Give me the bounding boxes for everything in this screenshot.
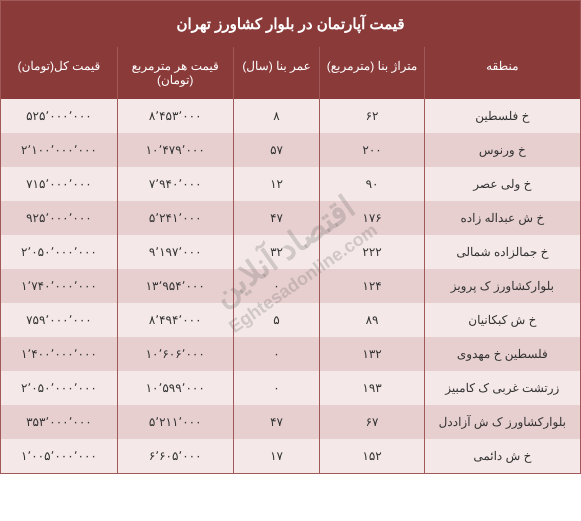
cell-area: ۱۳۲	[319, 337, 423, 371]
cell-price-sqm: ۹٬۱۹۷٬۰۰۰	[117, 235, 233, 269]
cell-price-total: ۳۵۳٬۰۰۰٬۰۰۰	[1, 405, 117, 439]
cell-price-sqm: ۸٬۴۹۴٬۰۰۰	[117, 303, 233, 337]
cell-area: ۶۲	[319, 99, 423, 133]
table-row: خ جمالزاده شمالی۲۲۲۳۲۹٬۱۹۷٬۰۰۰۲٬۰۵۰٬۰۰۰٬…	[1, 235, 580, 269]
header-price-sqm: قیمت هر مترمربع (تومان)	[117, 47, 233, 99]
cell-price-sqm: ۵٬۲۱۱٬۰۰۰	[117, 405, 233, 439]
cell-age: ۱۷	[233, 439, 320, 473]
cell-price-total: ۲٬۱۰۰٬۰۰۰٬۰۰۰	[1, 133, 117, 167]
cell-area: ۱۷۶	[319, 201, 423, 235]
table-row: خ ش کبکانیان۸۹۵۸٬۴۹۴٬۰۰۰۷۵۹٬۰۰۰٬۰۰۰	[1, 303, 580, 337]
table-row: خ ش دائمی۱۵۲۱۷۶٬۶۰۵٬۰۰۰۱٬۰۰۵٬۰۰۰٬۰۰۰	[1, 439, 580, 473]
cell-price-total: ۱٬۰۰۵٬۰۰۰٬۰۰۰	[1, 439, 117, 473]
cell-age: ۵	[233, 303, 320, 337]
cell-price-sqm: ۵٬۲۴۱٬۰۰۰	[117, 201, 233, 235]
cell-region: خ ش عبداله زاده	[424, 201, 580, 235]
cell-region: خ جمالزاده شمالی	[424, 235, 580, 269]
table-row: بلوارکشاورز ک پرویز۱۲۴۰۱۳٬۹۵۴٬۰۰۰۱٬۷۴۰٬۰…	[1, 269, 580, 303]
cell-region: خ ش دائمی	[424, 439, 580, 473]
cell-price-total: ۹۲۵٬۰۰۰٬۰۰۰	[1, 201, 117, 235]
cell-price-total: ۷۵۹٬۰۰۰٬۰۰۰	[1, 303, 117, 337]
cell-age: ۰	[233, 337, 320, 371]
cell-price-sqm: ۱۰٬۵۹۹٬۰۰۰	[117, 371, 233, 405]
table-row: خ ولی عصر۹۰۱۲۷٬۹۴۰٬۰۰۰۷۱۵٬۰۰۰٬۰۰۰	[1, 167, 580, 201]
cell-region: بلوارکشاورز ک پرویز	[424, 269, 580, 303]
cell-area: ۹۰	[319, 167, 423, 201]
table-row: بلوارکشاورز ک ش آزاددل۶۷۴۷۵٬۲۱۱٬۰۰۰۳۵۳٬۰…	[1, 405, 580, 439]
cell-area: ۸۹	[319, 303, 423, 337]
cell-area: ۱۵۲	[319, 439, 423, 473]
cell-price-sqm: ۷٬۹۴۰٬۰۰۰	[117, 167, 233, 201]
cell-age: ۴۷	[233, 201, 320, 235]
cell-region: زرتشت غربی ک کامبیز	[424, 371, 580, 405]
cell-price-total: ۲٬۰۵۰٬۰۰۰٬۰۰۰	[1, 371, 117, 405]
cell-region: خ ش کبکانیان	[424, 303, 580, 337]
cell-age: ۴۷	[233, 405, 320, 439]
header-region: منطقه	[424, 47, 580, 99]
cell-age: ۰	[233, 269, 320, 303]
table-row: زرتشت غربی ک کامبیز۱۹۳۰۱۰٬۵۹۹٬۰۰۰۲٬۰۵۰٬۰…	[1, 371, 580, 405]
price-table: قیمت آپارتمان در بلوار کشاورز تهران منطق…	[0, 0, 581, 474]
table-row: خ ورنوس۲۰۰۵۷۱۰٬۴۷۹٬۰۰۰۲٬۱۰۰٬۰۰۰٬۰۰۰	[1, 133, 580, 167]
cell-price-sqm: ۱۰٬۶۰۶٬۰۰۰	[117, 337, 233, 371]
cell-age: ۸	[233, 99, 320, 133]
header-age: عمر بنا (سال)	[233, 47, 320, 99]
table-header-row: منطقه متراژ بنا (مترمربع) عمر بنا (سال) …	[1, 47, 580, 99]
cell-price-sqm: ۸٬۴۵۳٬۰۰۰	[117, 99, 233, 133]
table-body: خ فلسطین۶۲۸۸٬۴۵۳٬۰۰۰۵۲۵٬۰۰۰٬۰۰۰خ ورنوس۲۰…	[1, 99, 580, 473]
cell-price-total: ۱٬۷۴۰٬۰۰۰٬۰۰۰	[1, 269, 117, 303]
cell-region: فلسطین خ مهدوی	[424, 337, 580, 371]
cell-area: ۱۲۴	[319, 269, 423, 303]
cell-price-total: ۲٬۰۵۰٬۰۰۰٬۰۰۰	[1, 235, 117, 269]
cell-price-total: ۱٬۴۰۰٬۰۰۰٬۰۰۰	[1, 337, 117, 371]
cell-area: ۱۹۳	[319, 371, 423, 405]
cell-region: خ ولی عصر	[424, 167, 580, 201]
cell-age: ۵۷	[233, 133, 320, 167]
cell-price-total: ۷۱۵٬۰۰۰٬۰۰۰	[1, 167, 117, 201]
header-area: متراژ بنا (مترمربع)	[319, 47, 423, 99]
cell-region: بلوارکشاورز ک ش آزاددل	[424, 405, 580, 439]
cell-area: ۶۷	[319, 405, 423, 439]
cell-price-sqm: ۱۰٬۴۷۹٬۰۰۰	[117, 133, 233, 167]
table-row: فلسطین خ مهدوی۱۳۲۰۱۰٬۶۰۶٬۰۰۰۱٬۴۰۰٬۰۰۰٬۰۰…	[1, 337, 580, 371]
cell-age: ۱۲	[233, 167, 320, 201]
cell-price-sqm: ۶٬۶۰۵٬۰۰۰	[117, 439, 233, 473]
cell-price-sqm: ۱۳٬۹۵۴٬۰۰۰	[117, 269, 233, 303]
table-row: خ ش عبداله زاده۱۷۶۴۷۵٬۲۴۱٬۰۰۰۹۲۵٬۰۰۰٬۰۰۰	[1, 201, 580, 235]
cell-age: ۳۲	[233, 235, 320, 269]
cell-region: خ ورنوس	[424, 133, 580, 167]
cell-age: ۰	[233, 371, 320, 405]
table-title: قیمت آپارتمان در بلوار کشاورز تهران	[1, 1, 580, 47]
header-price-total: قیمت کل(تومان)	[1, 47, 117, 99]
table-row: خ فلسطین۶۲۸۸٬۴۵۳٬۰۰۰۵۲۵٬۰۰۰٬۰۰۰	[1, 99, 580, 133]
cell-region: خ فلسطین	[424, 99, 580, 133]
cell-price-total: ۵۲۵٬۰۰۰٬۰۰۰	[1, 99, 117, 133]
cell-area: ۲۰۰	[319, 133, 423, 167]
cell-area: ۲۲۲	[319, 235, 423, 269]
